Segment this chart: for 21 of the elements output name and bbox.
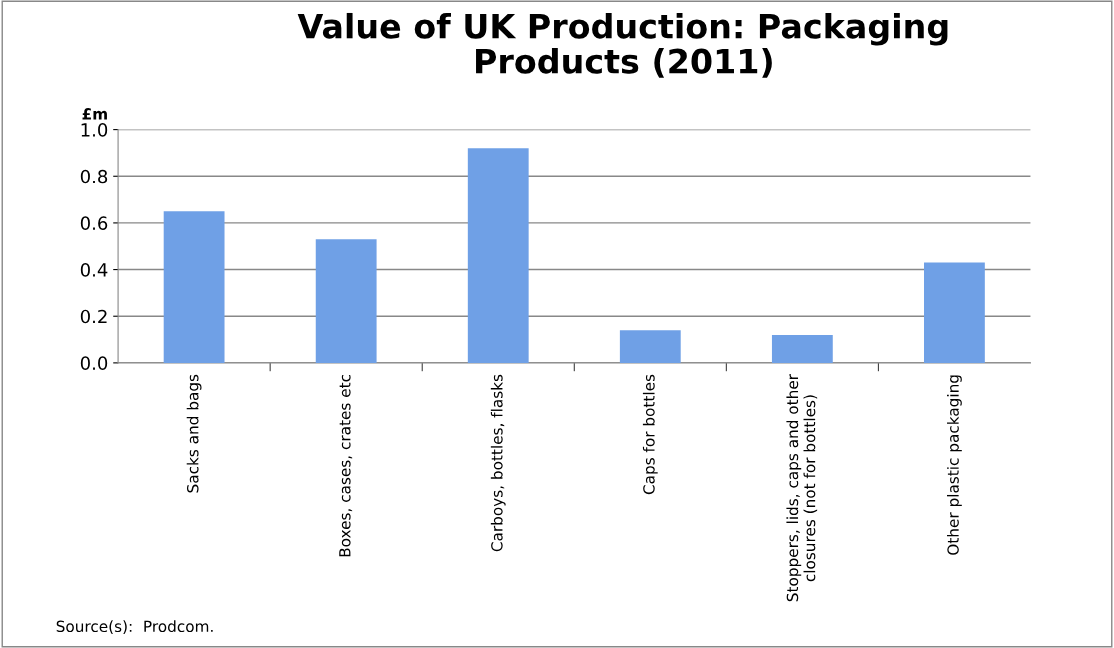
x-tick-label: Stoppers, lids, caps and other closures (not for bottles): [786, 373, 818, 602]
y-tick-label: 0.8: [80, 169, 108, 184]
bar: [924, 262, 985, 363]
x-tick-label: Caps for bottles: [642, 374, 658, 495]
x-tick-label: Boxes, cases, crates etc: [339, 374, 353, 557]
bar: [467, 148, 529, 363]
bar: [771, 334, 833, 363]
bar: [619, 330, 681, 363]
y-tick-label: 0.0: [80, 356, 108, 370]
y-tick-label: 0.6: [80, 216, 108, 231]
x-tick-label: Other plastic packaging: [947, 375, 962, 555]
y-tick-label: 0.4: [80, 263, 108, 277]
chart-title: Value of UK Production: Packaging Products (2011): [297, 12, 948, 78]
bar: [163, 211, 225, 363]
x-tick-label: Sacks and bags: [186, 374, 202, 493]
y-tick-label: 0.2: [80, 309, 107, 324]
x-tick-label: Carboys, bottles, flasks: [490, 374, 506, 552]
source-note: Source(s): Prodcom.: [56, 620, 213, 634]
y-axis-title: £m: [82, 108, 107, 120]
y-tick-label: 1.0: [81, 123, 108, 137]
bar: [315, 239, 377, 363]
